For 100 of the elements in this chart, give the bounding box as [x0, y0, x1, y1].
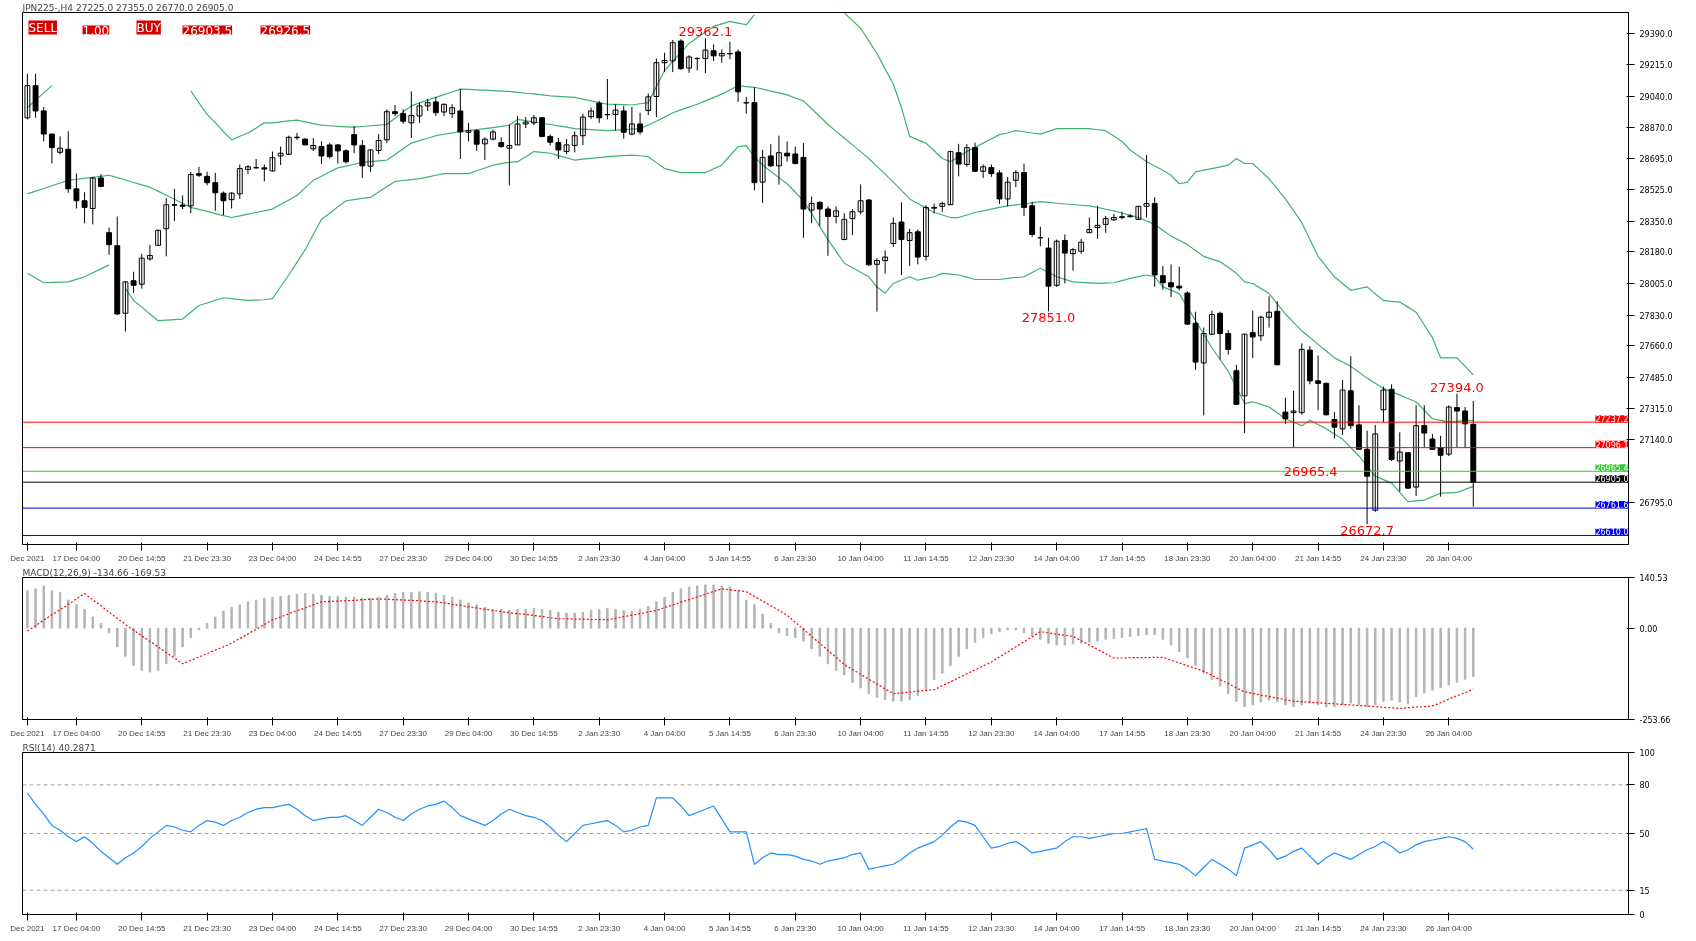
y-tick-label: 27485.0	[1639, 373, 1673, 383]
y-tick-label: 27830.0	[1639, 311, 1673, 321]
x-tick-label: 30 Dec 14:55	[510, 553, 559, 563]
x-tick-label: 29 Dec 04:00	[444, 923, 493, 933]
y-tick-label: 29390.0	[1639, 29, 1673, 39]
y-tick-label: 28870.0	[1639, 123, 1673, 133]
annotation: 27394.0	[1430, 379, 1484, 395]
ref-line-label: 26965.4	[1595, 464, 1629, 474]
x-tick-label: 17 Dec 04:00	[52, 553, 101, 563]
x-tick-label: 11 Jan 14:55	[903, 553, 950, 563]
ref-line-label: 26761.6	[1595, 501, 1629, 511]
ref-line-label: 26905.0	[1595, 475, 1629, 485]
x-tick-label: 18 Jan 23:30	[1164, 553, 1212, 563]
x-tick-label: 14 Jan 04:00	[1033, 728, 1081, 738]
y-tick-label: 29040.0	[1639, 93, 1673, 102]
x-tick-label: 24 Dec 14:55	[314, 923, 363, 933]
x-tick-label: 12 Jan 23:30	[968, 728, 1016, 738]
y-tick-label: 28695.0	[1639, 155, 1673, 165]
y-tick-label: -253.66	[1639, 716, 1671, 725]
x-tick-label: 26 Jan 04:00	[1425, 553, 1473, 563]
y-tick-label: 27315.0	[1639, 404, 1673, 414]
annotation: 26903.5	[182, 23, 233, 38]
x-tick-label: 4 Jan 04:00	[643, 728, 687, 738]
x-tick-label: Dec 2021	[10, 728, 46, 738]
x-tick-label: 20 Dec 14:55	[117, 923, 167, 933]
x-tick-label: 24 Dec 14:55	[314, 728, 363, 738]
x-tick-label: 23 Dec 04:00	[248, 553, 297, 563]
x-tick-label: 18 Jan 23:30	[1164, 923, 1212, 933]
x-tick-label: 10 Jan 04:00	[837, 923, 885, 933]
y-tick-label: 27140.0	[1639, 436, 1673, 446]
x-tick-label: 26 Jan 04:00	[1425, 728, 1473, 738]
x-tick-label: 6 Jan 23:30	[774, 728, 817, 738]
x-tick-label: 24 Jan 23:30	[1360, 923, 1408, 933]
x-tick-label: 17 Jan 14:55	[1098, 553, 1146, 563]
ref-line-label: 27096.1	[1595, 440, 1629, 450]
x-tick-label: 21 Jan 14:55	[1294, 553, 1342, 563]
x-tick-label: 21 Dec 23:30	[183, 553, 232, 563]
y-tick-label: 28350.0	[1639, 217, 1673, 227]
y-tick-label: 29215.0	[1639, 61, 1673, 71]
annotation: 26926.5	[260, 23, 311, 38]
y-tick-label: 28180.0	[1639, 248, 1673, 258]
x-tick-label: 24 Jan 23:30	[1360, 553, 1408, 563]
x-tick-label: 4 Jan 04:00	[643, 553, 687, 563]
ref-line-label: 27237.2	[1595, 415, 1629, 425]
x-tick-label: 27 Dec 23:30	[379, 923, 428, 933]
x-tick-label: 24 Dec 14:55	[314, 553, 363, 563]
x-tick-label: 29 Dec 04:00	[444, 728, 493, 738]
x-tick-label: 2 Jan 23:30	[578, 923, 621, 933]
ref-line-label: 26610.0	[1595, 528, 1629, 538]
x-tick-label: 10 Jan 04:00	[837, 553, 885, 563]
x-tick-label: 6 Jan 23:30	[774, 923, 817, 933]
x-tick-label: 5 Jan 14:55	[709, 553, 752, 563]
x-tick-label: 26 Jan 04:00	[1425, 923, 1473, 933]
x-tick-label: 17 Jan 14:55	[1098, 923, 1146, 933]
x-tick-label: 2 Jan 23:30	[578, 728, 621, 738]
y-tick-label: 0	[1639, 911, 1645, 920]
y-tick-label: 15	[1639, 886, 1650, 896]
x-tick-label: 11 Jan 14:55	[903, 728, 950, 738]
x-tick-label: 17 Jan 14:55	[1098, 728, 1146, 738]
x-tick-label: 6 Jan 23:30	[774, 553, 817, 563]
annotation: BUY	[136, 20, 162, 35]
x-tick-label: 20 Dec 14:55	[117, 553, 167, 563]
x-tick-label: 29 Dec 04:00	[444, 553, 493, 563]
y-tick-label: 80	[1639, 781, 1650, 791]
annotation: 27851.0	[1021, 310, 1076, 326]
x-tick-label: Dec 2021	[10, 553, 46, 563]
chart-title: JPN225-,H4 27225.0 27355.0 26770.0 26905.0	[21, 2, 234, 13]
x-tick-label: 23 Dec 04:00	[248, 728, 297, 738]
y-tick-label: 50	[1639, 830, 1650, 839]
x-tick-label: 11 Jan 14:55	[903, 923, 950, 933]
x-tick-label: 14 Jan 04:00	[1033, 553, 1081, 563]
x-tick-label: 27 Dec 23:30	[379, 728, 428, 738]
x-tick-label: 23 Dec 04:00	[248, 923, 297, 933]
y-tick-label: 27660.0	[1639, 342, 1673, 352]
annotation: 26672.7	[1340, 523, 1394, 539]
x-tick-label: 20 Jan 04:00	[1229, 923, 1277, 933]
chart-title: MACD(12,26,9) -134.66 -169.53	[22, 567, 167, 578]
y-tick-label: 0.00	[1639, 624, 1658, 634]
x-tick-label: 21 Jan 14:55	[1294, 728, 1342, 738]
x-tick-label: 17 Dec 04:00	[52, 923, 101, 933]
chart-title: RSI(14) 40.2871	[22, 742, 96, 753]
x-tick-label: 20 Dec 14:55	[117, 728, 167, 738]
y-tick-label: 28525.0	[1639, 186, 1673, 196]
x-tick-label: 20 Jan 04:00	[1229, 728, 1277, 738]
x-tick-label: 12 Jan 23:30	[968, 923, 1016, 933]
y-tick-label: 100	[1639, 749, 1655, 758]
annotation: SELL	[28, 20, 58, 35]
x-tick-label: 14 Jan 04:00	[1033, 923, 1081, 933]
annotation: 1.00	[82, 23, 110, 38]
x-tick-label: 12 Jan 23:30	[968, 553, 1016, 563]
x-tick-label: 30 Dec 14:55	[510, 728, 559, 738]
x-tick-label: 21 Jan 14:55	[1294, 923, 1342, 933]
y-tick-label: 28005.0	[1639, 279, 1673, 289]
x-tick-label: 2 Jan 23:30	[578, 553, 621, 563]
x-tick-label: 5 Jan 14:55	[709, 923, 752, 933]
x-tick-label: 27 Dec 23:30	[379, 553, 428, 563]
x-tick-label: 24 Jan 23:30	[1360, 728, 1408, 738]
x-tick-label: 30 Dec 14:55	[510, 923, 559, 933]
y-tick-label: 26795.0	[1639, 498, 1673, 508]
x-tick-label: 21 Dec 23:30	[183, 728, 232, 738]
